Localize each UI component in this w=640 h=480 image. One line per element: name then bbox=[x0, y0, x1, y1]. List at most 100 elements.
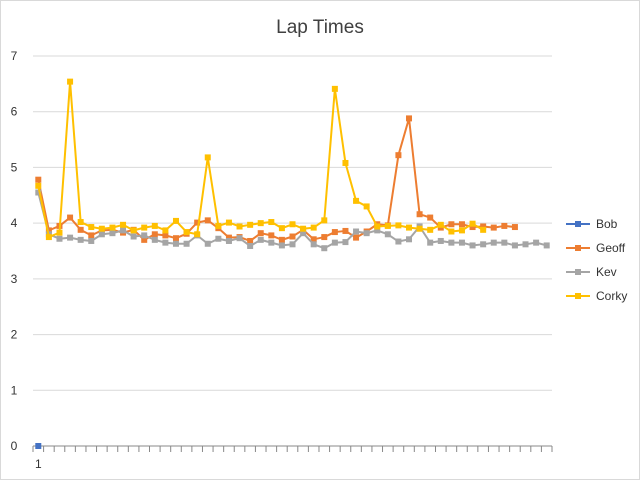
data-point bbox=[278, 242, 285, 249]
data-point bbox=[172, 235, 179, 242]
data-point bbox=[172, 217, 179, 224]
data-point bbox=[300, 225, 307, 232]
legend-item-corky: Corky bbox=[566, 289, 627, 303]
data-point bbox=[427, 226, 434, 233]
data-point bbox=[130, 227, 137, 234]
data-point bbox=[395, 152, 402, 159]
data-point bbox=[331, 229, 338, 236]
data-point bbox=[183, 240, 190, 247]
data-point bbox=[374, 223, 381, 230]
data-point bbox=[501, 222, 508, 229]
data-point bbox=[215, 235, 222, 242]
data-point bbox=[77, 226, 84, 233]
data-point bbox=[490, 239, 497, 246]
legend-marker bbox=[575, 269, 581, 275]
data-point bbox=[384, 222, 391, 229]
data-point bbox=[448, 221, 455, 228]
data-point bbox=[321, 245, 328, 252]
data-point bbox=[480, 241, 487, 248]
legend-marker bbox=[575, 245, 581, 251]
data-point bbox=[162, 227, 169, 234]
data-point bbox=[151, 222, 158, 229]
data-point bbox=[543, 242, 550, 249]
data-point bbox=[225, 237, 232, 244]
data-point bbox=[88, 224, 95, 231]
data-point bbox=[141, 232, 148, 239]
data-point bbox=[384, 231, 391, 238]
data-point bbox=[172, 240, 179, 247]
data-point bbox=[98, 231, 105, 238]
data-point bbox=[363, 230, 370, 237]
data-point bbox=[480, 223, 487, 230]
data-point bbox=[35, 182, 42, 189]
data-point bbox=[162, 239, 169, 246]
data-point bbox=[374, 227, 381, 234]
x-tick-label: 1 bbox=[35, 457, 42, 471]
data-point bbox=[77, 219, 84, 226]
data-point bbox=[236, 235, 243, 242]
legend-label: Corky bbox=[596, 289, 627, 303]
data-point bbox=[247, 237, 254, 244]
data-point bbox=[300, 230, 307, 237]
data-point bbox=[151, 236, 158, 243]
data-point bbox=[427, 214, 434, 221]
data-point bbox=[490, 224, 497, 231]
data-point bbox=[448, 228, 455, 235]
data-point bbox=[533, 239, 540, 246]
y-tick-label: 6 bbox=[11, 105, 18, 119]
x-axis: 1 bbox=[32, 445, 553, 471]
data-point bbox=[331, 85, 338, 92]
data-point bbox=[321, 234, 328, 241]
data-point bbox=[67, 234, 74, 241]
legend-item-bob: Bob bbox=[566, 217, 618, 231]
y-tick-label: 0 bbox=[11, 439, 18, 453]
data-point bbox=[278, 225, 285, 232]
data-point bbox=[268, 232, 275, 239]
data-point bbox=[363, 203, 370, 210]
data-point bbox=[141, 236, 148, 243]
data-point bbox=[35, 176, 42, 183]
y-tick-label: 2 bbox=[11, 328, 18, 342]
y-tick-label: 5 bbox=[11, 160, 18, 174]
data-point bbox=[130, 233, 137, 240]
data-point bbox=[56, 235, 63, 242]
data-point bbox=[522, 241, 529, 248]
data-point bbox=[321, 217, 328, 224]
data-point bbox=[458, 221, 465, 228]
data-point bbox=[437, 237, 444, 244]
data-point bbox=[331, 239, 338, 246]
data-point bbox=[310, 241, 317, 248]
data-point bbox=[406, 224, 413, 231]
legend-label: Geoff bbox=[596, 241, 626, 255]
data-point bbox=[458, 227, 465, 234]
data-point bbox=[151, 231, 158, 238]
legend-marker bbox=[575, 293, 581, 299]
data-point bbox=[204, 217, 211, 224]
data-point bbox=[511, 224, 518, 231]
series-bob bbox=[35, 443, 42, 449]
series-line bbox=[37, 80, 484, 239]
data-point bbox=[342, 239, 349, 246]
legend-marker bbox=[575, 221, 581, 227]
series-group bbox=[35, 78, 550, 449]
data-point bbox=[458, 239, 465, 246]
data-point bbox=[183, 229, 190, 236]
data-point bbox=[236, 223, 243, 230]
data-point bbox=[141, 224, 148, 231]
data-point bbox=[88, 237, 95, 244]
data-point bbox=[278, 236, 285, 243]
data-point bbox=[257, 220, 264, 227]
legend-item-geoff: Geoff bbox=[566, 241, 626, 255]
data-point bbox=[257, 236, 264, 243]
y-tick-label: 1 bbox=[11, 383, 18, 397]
data-point bbox=[194, 219, 201, 226]
data-point bbox=[427, 239, 434, 246]
data-point bbox=[120, 221, 127, 228]
data-point bbox=[257, 230, 264, 237]
series-corky bbox=[35, 78, 487, 241]
data-point bbox=[289, 221, 296, 228]
y-tick-label: 7 bbox=[11, 49, 18, 63]
legend-label: Kev bbox=[596, 265, 617, 279]
data-point bbox=[342, 159, 349, 166]
data-point bbox=[480, 226, 487, 233]
